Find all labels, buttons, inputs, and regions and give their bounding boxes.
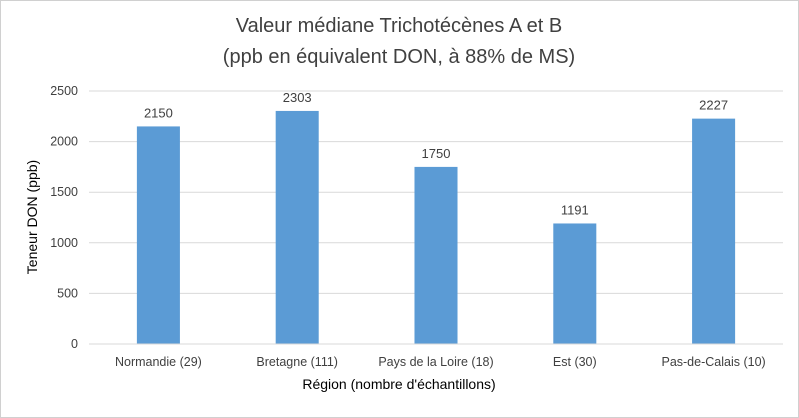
y-tick-label: 500: [57, 286, 78, 300]
bar: [553, 223, 597, 344]
x-tick-label: Est (30): [553, 355, 597, 369]
data-label: 1750: [422, 146, 451, 161]
chart-title-line2: (ppb en équivalent DON, à 88% de MS): [223, 46, 575, 68]
bar: [692, 118, 736, 345]
data-label: 2227: [699, 98, 728, 113]
chart-title-line1: Valeur médiane Trichotécènes A et B: [236, 15, 563, 37]
bar: [136, 126, 180, 344]
bar: [414, 166, 458, 344]
x-axis-ticks: Normandie (29) Bretagne (111) Pays de la L…: [115, 355, 766, 369]
x-tick-label: Normandie (29): [115, 355, 202, 369]
data-label: 2303: [283, 90, 312, 105]
data-label: 1191: [561, 202, 589, 217]
data-labels: 2150 2303 1750 1191 2227: [144, 90, 728, 218]
bars: [136, 110, 736, 345]
bar: [275, 110, 319, 344]
y-tick-label: 2000: [50, 135, 78, 149]
y-axis-label: Teneur DON (ppb): [24, 160, 40, 274]
x-tick-label: Bretagne (111): [256, 355, 338, 369]
x-tick-label: Pays de la Loire (18): [378, 355, 493, 369]
y-tick-label: 0: [71, 337, 78, 351]
x-axis-label: Région (nombre d'échantillons): [302, 376, 495, 392]
y-tick-label: 2500: [50, 84, 78, 98]
y-tick-label: 1000: [50, 236, 78, 250]
y-tick-label: 1500: [50, 185, 78, 199]
y-axis-ticks: 0 500 1000 1500 2000 2500: [50, 84, 78, 351]
x-tick-label: Pas-de-Calais (10): [661, 355, 765, 369]
data-label: 2150: [144, 105, 173, 120]
